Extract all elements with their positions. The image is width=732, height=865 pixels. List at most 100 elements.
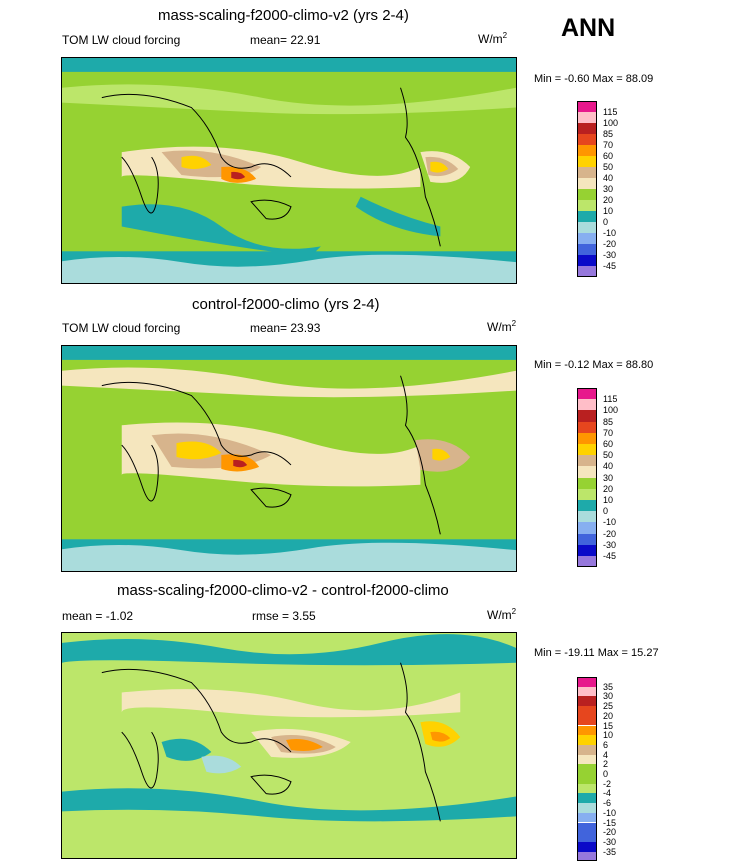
panel1-core-a: [181, 155, 212, 170]
colorbar1-tick-label: -45: [603, 261, 617, 271]
panel3-mean: mean = -1.02: [62, 609, 133, 623]
panel3-units: W/m2: [487, 607, 516, 622]
colorbar3-tick-label: 4: [603, 749, 609, 760]
panel1-mean-label: mean=: [250, 33, 288, 47]
panel2-mean-value: 23.93: [290, 321, 321, 335]
panel3-colorbar: [577, 677, 597, 862]
panel2-core-c: [432, 448, 451, 461]
panel3-map-svg: [61, 632, 517, 859]
colorbar1-tick-label: -20: [603, 239, 617, 249]
panel1-subtropic-low-2: [355, 196, 441, 237]
panel3-min-value: -19.11: [564, 647, 595, 659]
panel3-mean-value: -1.02: [105, 609, 134, 623]
panel3-units-exp: 2: [511, 607, 517, 616]
colorbar1-tick-label: 50: [603, 162, 614, 172]
colorbar3-frame: [577, 677, 597, 862]
panel1-minmax: Min = -0.60 Max = 88.09: [534, 73, 653, 85]
panel1-units-base: W/m: [478, 32, 503, 46]
panel3-pacific-strong: [286, 738, 323, 751]
colorbar3-tick-label: 0: [603, 769, 609, 779]
colorbar2-tick-label: 70: [603, 427, 614, 438]
panel2-units-base: W/m: [487, 320, 512, 334]
colorbar3-tick-label: 35: [603, 681, 614, 692]
panel2-minmax: Min = -0.12 Max = 88.80: [534, 359, 653, 371]
colorbar1-tick-label: 115: [603, 107, 618, 117]
panel1-coast-africa: [121, 156, 159, 214]
panel3-coast-africa: [121, 731, 159, 789]
panel1-min-label: Min =: [534, 73, 562, 85]
panel2-variable: TOM LW cloud forcing: [62, 321, 181, 335]
colorbar1-tick-label: -10: [603, 228, 617, 238]
colorbar1-tick-label: 10: [603, 206, 614, 216]
panel3-units-base: W/m: [487, 608, 512, 622]
panel3-title: mass-scaling-f2000-climo-v2 - control-f2…: [117, 582, 449, 599]
panel1-colorbar: [577, 101, 597, 277]
panel2-title: control-f2000-climo (yrs 2-4): [192, 296, 380, 313]
colorbar2-tick-label: 20: [603, 483, 614, 494]
colorbar3-tick-label: 10: [603, 730, 614, 741]
colorbar2-tick-label: 30: [603, 472, 614, 483]
colorbar3-tick-label: -15: [603, 817, 617, 828]
panel1-units: W/m2: [478, 31, 507, 46]
colorbar3-tick-label: -6: [603, 798, 612, 809]
colorbar2-tick-label: 40: [603, 461, 614, 472]
panel1-variable: TOM LW cloud forcing: [62, 33, 181, 47]
colorbar1-tick-label: 70: [603, 140, 614, 150]
colorbar1-tick-label: 20: [603, 195, 614, 205]
panel1-antarctic-band: [62, 254, 516, 283]
panel3-coast-americas: [400, 662, 441, 822]
panel3-coast-australia: [250, 774, 292, 795]
colorbar1-frame: [577, 101, 597, 277]
panel3-min-label: Min =: [534, 647, 562, 659]
panel2-units-exp: 2: [511, 319, 517, 328]
colorbar3-tick-label: -4: [603, 788, 612, 799]
colorbar2-tick-label: -30: [603, 539, 617, 550]
colorbar1-tick-label: 40: [603, 173, 614, 183]
panel3-rmse-value: 3.55: [292, 609, 316, 623]
panel1-coast-australia: [250, 199, 292, 220]
panel1-coast-americas: [400, 87, 441, 247]
panel2-min-label: Min =: [534, 359, 562, 371]
colorbar2-tick-label: 50: [603, 450, 614, 461]
panel2-coast-africa: [121, 444, 159, 502]
colorbar2-tick-label: 100: [603, 405, 619, 416]
colorbar3-tick-label: 30: [603, 691, 614, 702]
panel2-arctic-band: [62, 346, 516, 360]
panel1-map: [61, 57, 517, 284]
panel3-samerica-strong: [430, 731, 451, 742]
colorbar3-tick-label: -2: [603, 778, 612, 789]
colorbar3-tick-label: 15: [603, 720, 614, 731]
panel3-max-value: 15.27: [631, 647, 659, 659]
panel2-mean-label: mean=: [250, 321, 288, 335]
panel1-core-c: [430, 161, 449, 173]
colorbar3-tick-label: -30: [603, 836, 617, 847]
panel1-arctic-band: [62, 58, 516, 72]
panel2-max-value: 88.80: [625, 359, 654, 371]
panel3-midlat-positive: [121, 689, 461, 718]
panel1-map-svg: [61, 57, 517, 284]
panel3-minmax: Min = -19.11 Max = 15.27: [534, 647, 659, 659]
panel1-core-d: [231, 171, 246, 180]
colorbar2-tick-label: 60: [603, 439, 614, 449]
colorbar1-tick-label: 85: [603, 129, 614, 139]
panel2-coast-australia: [250, 487, 292, 508]
colorbar2-tick-label: 115: [603, 394, 618, 405]
panel1-max-label: Max =: [592, 73, 623, 85]
panel2-colorbar: [577, 388, 597, 568]
panel2-core-a: [176, 441, 222, 460]
colorbar2-tick-label: 0: [603, 506, 609, 517]
colorbar3-tick-label: 25: [603, 701, 614, 712]
panel3-rmse-label: rmse =: [252, 609, 290, 623]
panel3-maritime-negative: [201, 755, 242, 774]
panel1-mean: mean= 22.91: [250, 33, 320, 47]
panel2-mean: mean= 23.93: [250, 321, 320, 335]
panel3-map: [61, 632, 517, 859]
colorbar3-tick-label: -10: [603, 807, 617, 818]
colorbar3-tick-label: -20: [603, 827, 617, 838]
panel1-units-exp: 2: [502, 31, 508, 40]
panel2-map-svg: [61, 345, 517, 572]
colorbar3-tick-label: 2: [603, 759, 609, 770]
panel3-indian-ocean-negative: [161, 738, 212, 761]
panel2-max-label: Max =: [592, 359, 623, 371]
colorbar2-frame: [577, 388, 597, 568]
